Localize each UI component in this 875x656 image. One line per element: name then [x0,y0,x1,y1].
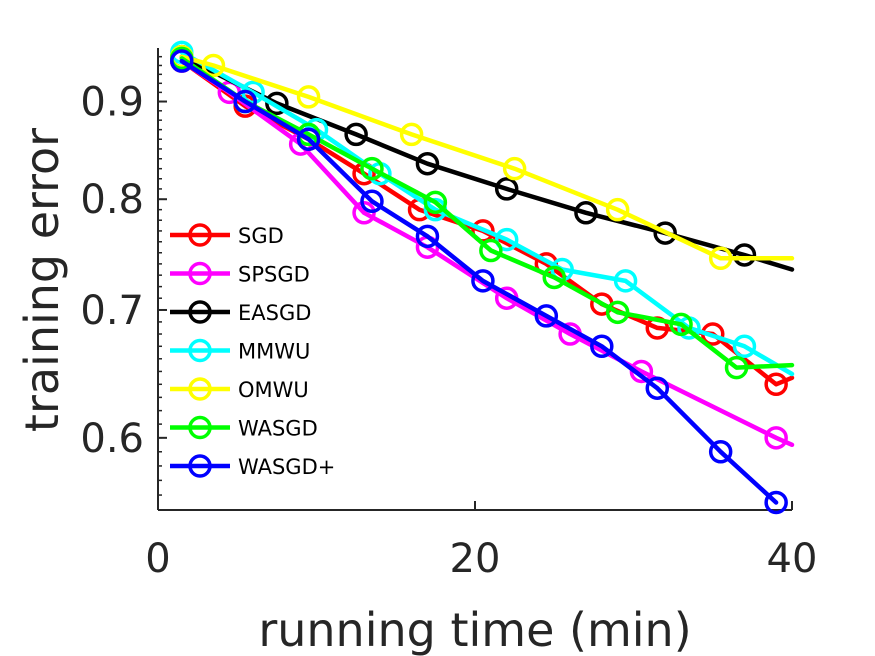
data-point-wasgd [360,156,384,181]
axes [157,48,793,511]
data-point-easgd [653,221,677,245]
data-point-easgd [265,91,289,116]
data-point-mmwu [613,269,638,293]
data-point-wasgd-plus [415,224,440,249]
data-point-wasgd-plus [645,376,670,400]
data-point-omwu [502,156,527,181]
data-point-omwu [296,85,321,109]
y-tick-label: 0.9 [80,80,144,126]
series-layer [170,40,795,515]
y-tick-label: 0.6 [80,416,144,462]
legend-marker-easgd [188,300,212,324]
legend-marker-sgd [188,223,212,247]
data-point-wasgd [669,312,693,337]
legend-label-wasgd-plus: WASGD+ [238,455,335,479]
series-line-spsgd [179,58,795,448]
legend-item-spsgd: SPSGD [170,261,310,287]
data-point-wasgd [724,355,749,380]
tick-labels: 0.6 0.7 0.8 0.9 0 20 40 [80,80,817,582]
series-line-wasgd [179,56,795,370]
x-axis-label: running time (min) [258,603,691,656]
x-tick-label: 20 [450,536,501,582]
y-axis-label: training error [15,128,69,432]
data-point-spsgd [764,426,788,450]
data-point-wasgd-plus [471,269,495,293]
x-tick-label: 40 [767,536,818,582]
legend-item-wasgd: WASGD [170,415,318,441]
data-point-easgd [494,177,519,201]
data-point-wasgd-plus [590,334,614,359]
data-point-wasgd [542,265,566,290]
data-point-wasgd-plus [360,189,384,214]
data-point-easgd [415,151,440,176]
legend-label-mmwu: MMWU [238,340,310,364]
y-tick-label: 0.8 [80,177,144,223]
data-point-wasgd-plus [708,440,733,464]
series-line-omwu [179,54,795,261]
x-tick-label: 0 [145,536,170,582]
data-point-wasgd [605,300,630,325]
data-point-wasgd-plus [296,127,321,151]
data-point-easgd [574,201,598,225]
legend-item-omwu: OMWU [170,377,309,402]
legend-label-spsgd: SPSGD [238,263,310,287]
series-omwu [170,44,795,271]
legend-marker-mmwu [188,338,212,363]
data-point-mmwu [732,334,757,359]
legend-marker-spsgd [188,261,212,286]
series-line-wasgd-plus [179,58,779,505]
series-wasgd [170,46,795,380]
legend-item-sgd: SGD [170,223,284,248]
data-point-omwu [201,53,226,78]
data-point-omwu [399,122,424,147]
data-point-wasgd [423,190,448,215]
data-point-sgd [764,372,788,397]
series-line-mmwu [179,50,795,377]
data-point-wasgd-plus [170,49,194,73]
legend-item-easgd: EASGD [170,300,311,325]
data-point-omwu [605,197,630,222]
data-point-mmwu [494,227,519,252]
data-point-easgd [732,243,757,267]
legend-marker-wasgd-plus [188,454,212,478]
data-point-easgd [344,122,368,147]
legend-label-easgd: EASGD [238,301,311,325]
legend-marker-wasgd [188,415,212,440]
legend-item-mmwu: MMWU [170,338,310,364]
legend-label-wasgd: WASGD [238,417,318,441]
legend: SGD SPSGD EASGD MMWU OMWU WASGD WASGD+ [170,223,335,479]
data-point-wasgd [479,238,503,263]
legend-label-omwu: OMWU [238,378,309,402]
series-wasgd-plus [170,49,788,515]
legend-marker-omwu [188,377,212,401]
legend-label-sgd: SGD [238,224,284,248]
data-point-wasgd-plus [233,89,257,114]
data-point-wasgd-plus [764,490,788,515]
data-point-wasgd-plus [534,304,559,328]
y-tick-label: 0.7 [80,288,144,334]
data-point-omwu [708,246,733,271]
legend-item-wasgd-plus: WASGD+ [170,454,335,479]
